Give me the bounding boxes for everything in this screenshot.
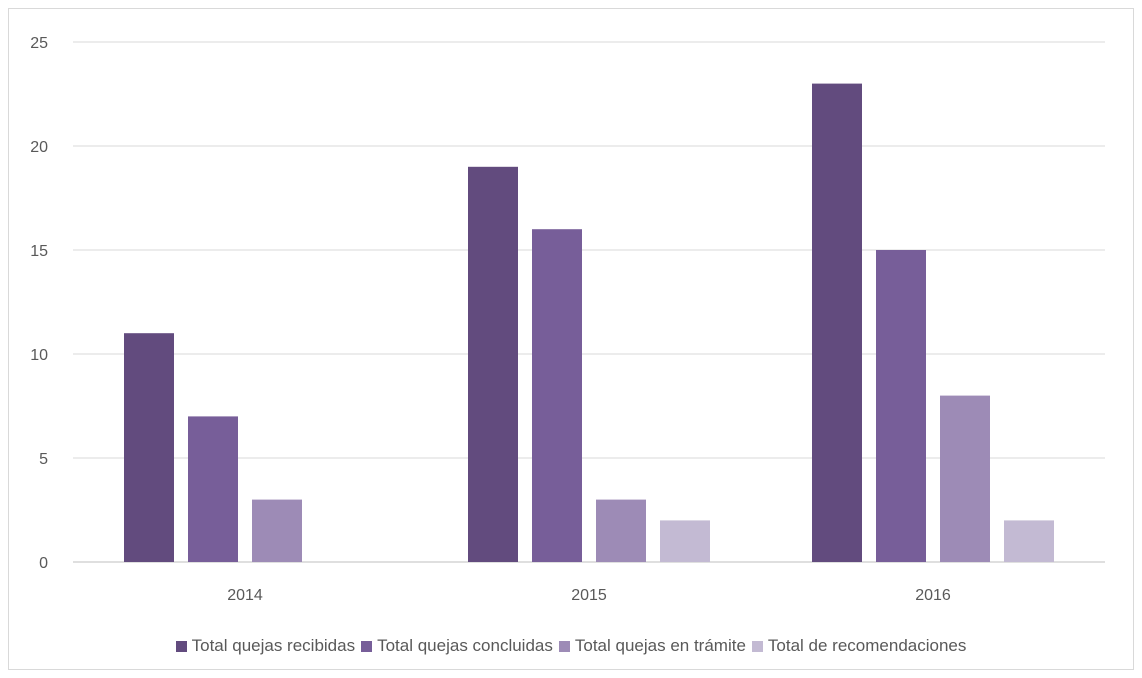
legend-label: Total quejas concluidas xyxy=(377,636,553,655)
bar xyxy=(812,83,862,562)
legend-label: Total quejas en trámite xyxy=(574,636,746,655)
bar-chart: 0 5 10 15 20 25 2014 2015 2016 xyxy=(30,35,1105,604)
y-tick-label: 20 xyxy=(30,139,48,156)
x-category-label: 2015 xyxy=(571,587,607,604)
bar xyxy=(876,250,926,562)
bar xyxy=(188,416,238,562)
legend-swatch xyxy=(175,640,187,652)
gridlines xyxy=(73,41,1105,563)
bar xyxy=(940,395,990,562)
y-axis-tick-labels: 0 5 10 15 20 25 xyxy=(30,35,48,572)
legend-item: Total de recomendaciones xyxy=(751,636,967,656)
legend-item: Total quejas en trámite xyxy=(558,636,746,656)
legend-swatch xyxy=(361,640,373,652)
legend-item: Total quejas recibidas xyxy=(175,636,356,656)
legend-item: Total quejas concluidas xyxy=(361,636,553,656)
bar xyxy=(252,499,302,562)
y-tick-label: 10 xyxy=(30,347,48,364)
bar xyxy=(532,229,582,562)
legend-label: Total quejas recibidas xyxy=(191,636,356,655)
legend: Total quejas recibidas Total quejas concl… xyxy=(0,632,1142,660)
y-tick-label: 0 xyxy=(39,555,48,572)
legend-swatch xyxy=(558,640,570,652)
y-tick-label: 15 xyxy=(30,243,48,260)
x-category-label: 2016 xyxy=(915,587,951,604)
x-axis-category-labels: 2014 2015 2016 xyxy=(227,587,951,604)
bar xyxy=(468,166,518,563)
bars xyxy=(124,83,1054,563)
x-category-label: 2014 xyxy=(227,587,263,604)
bar xyxy=(596,499,646,562)
legend-swatch xyxy=(751,640,763,652)
y-tick-label: 25 xyxy=(30,35,48,52)
bar xyxy=(1004,520,1054,562)
bar xyxy=(660,520,710,562)
bar xyxy=(124,333,174,562)
legend-label: Total de recomendaciones xyxy=(767,636,967,655)
y-tick-label: 5 xyxy=(39,451,48,468)
